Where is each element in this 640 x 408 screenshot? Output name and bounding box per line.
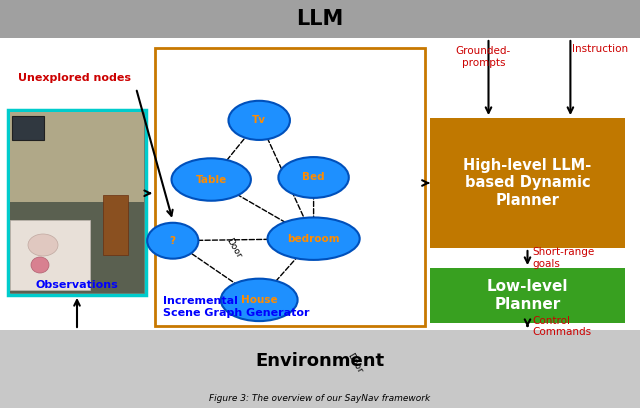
Ellipse shape <box>28 234 58 256</box>
Text: LLM: LLM <box>296 9 344 29</box>
Text: Instruction: Instruction <box>572 44 628 54</box>
Bar <box>430 268 625 323</box>
Text: Door: Door <box>224 236 243 259</box>
Text: House: House <box>241 295 278 305</box>
Ellipse shape <box>147 223 198 259</box>
Bar <box>10 202 144 293</box>
Text: Incremental
Scene Graph Generator: Incremental Scene Graph Generator <box>163 296 310 318</box>
Text: Short-range
goals: Short-range goals <box>532 247 595 269</box>
Ellipse shape <box>172 158 251 201</box>
Bar <box>10 220 90 290</box>
Bar <box>10 112 144 202</box>
Text: Unexplored nodes: Unexplored nodes <box>18 73 131 83</box>
Text: Door: Door <box>346 351 364 374</box>
Text: High-level LLM-
based Dynamic
Planner: High-level LLM- based Dynamic Planner <box>463 158 591 208</box>
Text: bedroom: bedroom <box>287 234 340 244</box>
Text: Bed: Bed <box>302 173 325 182</box>
Bar <box>0 330 640 408</box>
Text: Table: Table <box>196 175 227 184</box>
Text: Figure 3: The overview of our SayNav framework: Figure 3: The overview of our SayNav fra… <box>209 394 431 403</box>
Bar <box>0 0 640 38</box>
Ellipse shape <box>31 257 49 273</box>
Ellipse shape <box>221 279 298 321</box>
Text: Tv: Tv <box>252 115 266 125</box>
Text: Low-level
Planner: Low-level Planner <box>487 279 568 312</box>
Bar <box>103 195 128 255</box>
Ellipse shape <box>228 101 290 140</box>
Text: Control
Commands: Control Commands <box>532 316 591 337</box>
Bar <box>8 110 146 295</box>
Bar <box>155 48 425 326</box>
Text: ?: ? <box>170 236 176 246</box>
Bar <box>12 116 44 140</box>
Ellipse shape <box>278 157 349 198</box>
Text: Grounded-
prompts: Grounded- prompts <box>456 46 511 68</box>
Text: Environment: Environment <box>255 352 385 370</box>
Bar <box>430 118 625 248</box>
Ellipse shape <box>268 217 360 260</box>
Text: Observations: Observations <box>36 280 118 290</box>
